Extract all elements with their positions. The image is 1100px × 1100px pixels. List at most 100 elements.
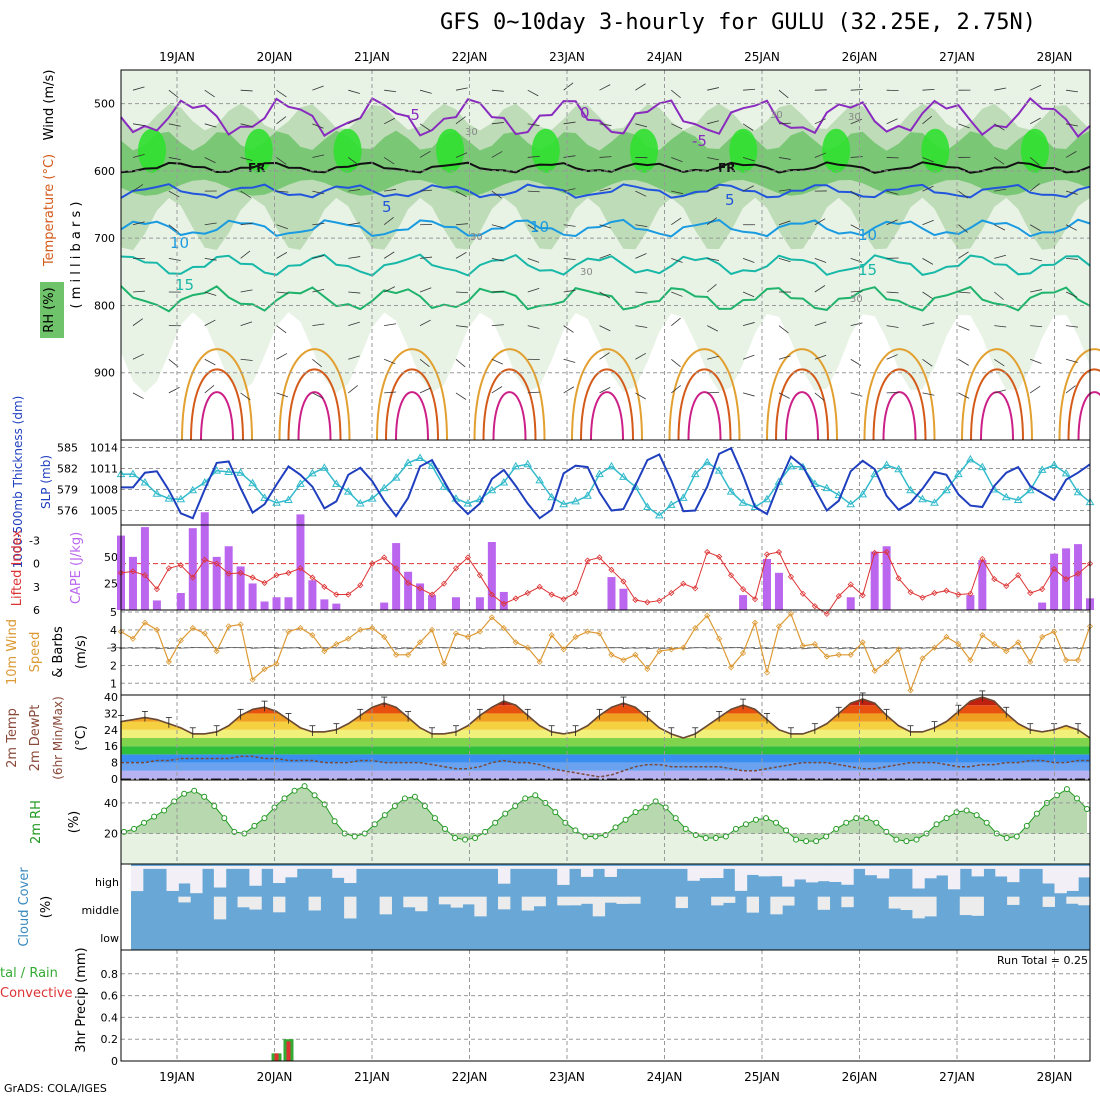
contour-label: 5 bbox=[382, 198, 392, 216]
thickness-point bbox=[1061, 468, 1071, 477]
temperature-tick-label: 0 bbox=[111, 773, 118, 786]
warm-surface-contour bbox=[872, 368, 927, 441]
rh-point bbox=[843, 819, 850, 826]
cape-bar bbox=[870, 551, 879, 610]
wind-speed-point bbox=[333, 641, 340, 648]
lifted-index-point bbox=[620, 578, 627, 585]
cloud-high-gap bbox=[237, 866, 250, 869]
surface-wind-barb bbox=[932, 647, 947, 650]
wind-tick-label: 5 bbox=[110, 606, 117, 619]
cape-bar bbox=[607, 577, 616, 610]
cloud-middle-gap bbox=[722, 896, 736, 903]
surface-wind-barb bbox=[956, 647, 971, 650]
surface-wind-barb bbox=[1004, 647, 1019, 650]
cloud-high-gap bbox=[225, 866, 239, 869]
wind-barb bbox=[312, 154, 325, 158]
slp-tick-label: 1008 bbox=[90, 484, 118, 497]
cloud-middle-gap bbox=[569, 896, 582, 906]
contour-label: -5 bbox=[692, 132, 707, 150]
surface-wind-barb bbox=[1076, 647, 1091, 650]
wind-barb bbox=[599, 325, 611, 332]
lifted-index-point bbox=[979, 555, 986, 563]
thickness-point bbox=[367, 494, 377, 502]
cape-bar bbox=[739, 595, 748, 610]
wind-barb bbox=[563, 386, 575, 394]
cloud-high-gap bbox=[829, 866, 842, 882]
wind-barb bbox=[599, 253, 611, 259]
rh-tick-label: 20 bbox=[104, 827, 118, 840]
rh-point bbox=[682, 825, 689, 832]
cloud-level-label: high bbox=[95, 876, 119, 889]
temperature-tick-label: 16 bbox=[104, 740, 118, 753]
surface-wind-barb bbox=[119, 647, 133, 649]
wind-barb bbox=[348, 222, 361, 226]
panel-frame-slp bbox=[120, 439, 1091, 526]
wind-barb bbox=[922, 157, 934, 163]
lifted-index-point bbox=[1015, 572, 1022, 579]
wind-barb bbox=[383, 217, 394, 226]
wind-barb bbox=[312, 255, 325, 259]
rh-point bbox=[502, 810, 509, 817]
lifted-index-point bbox=[680, 580, 687, 587]
wind-barb bbox=[958, 224, 968, 233]
wind-barb bbox=[671, 358, 681, 368]
wind-speed-point bbox=[357, 626, 364, 633]
lifted-index-point bbox=[201, 556, 208, 563]
wind-barb bbox=[312, 358, 322, 368]
wind-barb bbox=[455, 358, 466, 368]
wind-barb bbox=[204, 222, 217, 226]
rh-point bbox=[1084, 806, 1090, 813]
cape-bar bbox=[475, 597, 484, 610]
surface-wind-barb bbox=[370, 647, 385, 649]
rh-core-bright bbox=[138, 128, 166, 173]
wind-barb bbox=[707, 157, 720, 161]
wind-speed-point bbox=[716, 635, 723, 642]
cloud-high-gap bbox=[450, 866, 464, 869]
thickness-point bbox=[607, 461, 616, 470]
cloud-high-gap bbox=[308, 866, 321, 869]
cloud-high-gap bbox=[284, 866, 298, 878]
wind-barb bbox=[886, 118, 898, 125]
warm-surface-contour bbox=[190, 368, 244, 441]
wind-speed-point bbox=[835, 651, 842, 658]
warm-surface-contour bbox=[785, 391, 819, 441]
wind-barb bbox=[635, 325, 648, 328]
cloud-middle-gap bbox=[1007, 896, 1020, 905]
thickness-point bbox=[786, 461, 796, 470]
wind-barb bbox=[276, 89, 287, 98]
cloud-middle-gap bbox=[604, 896, 617, 903]
wind-barb bbox=[1065, 190, 1078, 195]
wind-speed-point bbox=[488, 614, 495, 621]
surface-wind-barb bbox=[717, 647, 732, 649]
wind-speed-point bbox=[931, 644, 938, 651]
wind-barb bbox=[671, 317, 681, 326]
lifted-index-point bbox=[524, 589, 531, 597]
wind-barb bbox=[922, 219, 934, 226]
rh-point bbox=[371, 821, 378, 828]
thickness-point bbox=[906, 485, 915, 494]
thickness-point bbox=[164, 494, 174, 502]
wind-barb bbox=[599, 156, 612, 158]
wind-barb bbox=[850, 257, 863, 263]
rh-point bbox=[281, 795, 288, 802]
rh-point bbox=[522, 795, 529, 802]
surface-wind-barb bbox=[837, 647, 851, 650]
surface-wind-barb bbox=[382, 647, 397, 649]
cloud-high-gap bbox=[865, 866, 878, 876]
warm-surface-contour bbox=[863, 348, 936, 441]
wind-speed-point bbox=[943, 633, 950, 641]
wind-barb bbox=[132, 184, 144, 192]
wind-barb bbox=[599, 84, 611, 91]
cloud-high-gap bbox=[983, 866, 996, 869]
surface-wind-barb bbox=[489, 647, 504, 649]
surface-wind-barb bbox=[633, 647, 648, 649]
temperature-band bbox=[121, 729, 1090, 739]
warm-surface-contour bbox=[482, 368, 537, 441]
wind-barb bbox=[168, 257, 181, 261]
wind-barb bbox=[419, 319, 431, 326]
thickness-point bbox=[642, 502, 652, 510]
wind-barb bbox=[742, 257, 755, 263]
wind-barb bbox=[132, 290, 145, 293]
cloud-middle-gap bbox=[616, 896, 629, 904]
wind-barb bbox=[742, 185, 754, 192]
